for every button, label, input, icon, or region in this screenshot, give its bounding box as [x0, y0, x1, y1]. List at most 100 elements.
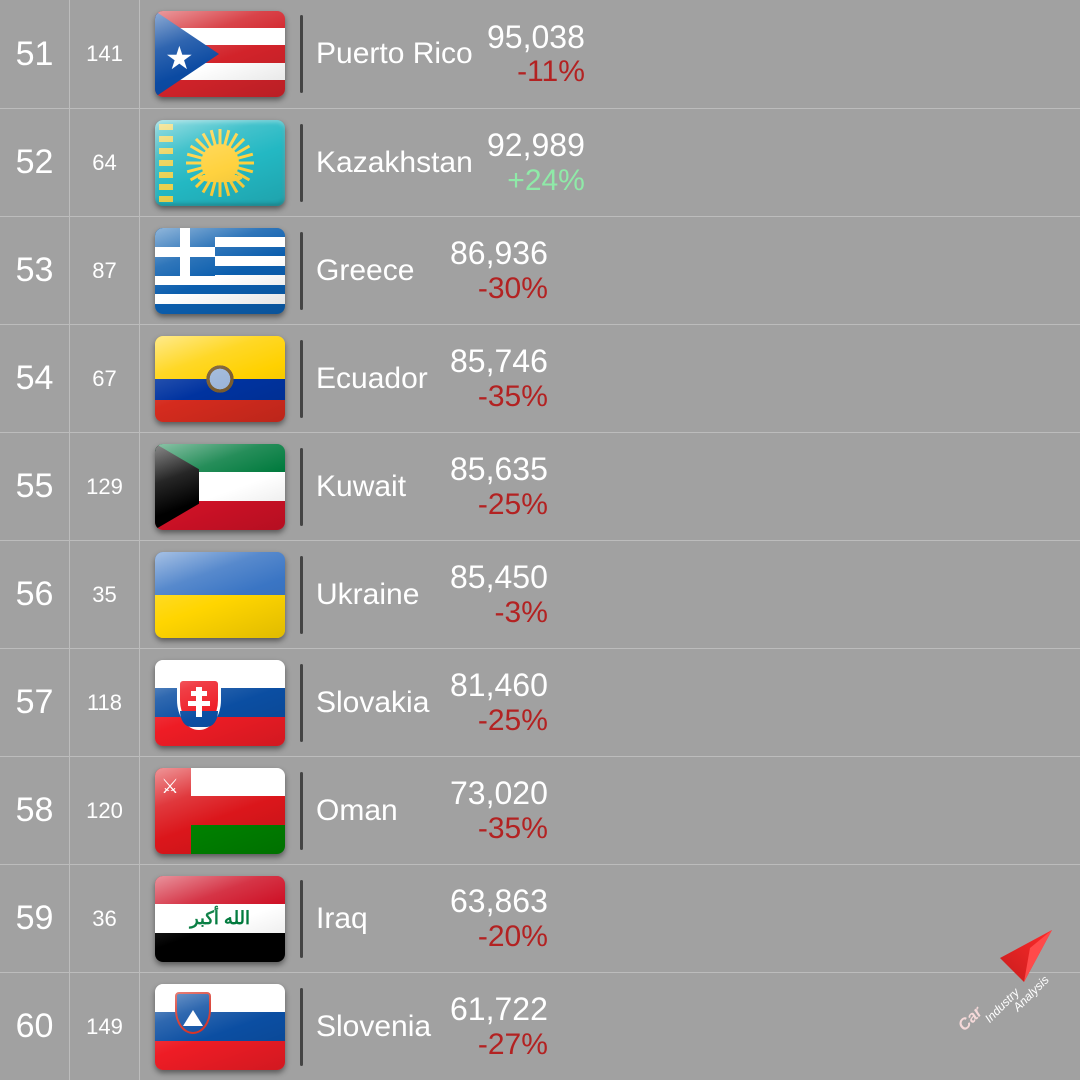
subrank-cell: 120	[70, 757, 140, 864]
rank-cell: 51	[0, 0, 70, 108]
value: 85,635	[450, 452, 548, 487]
data-cell: Kazakhstan 92,989 +24%	[306, 109, 1080, 216]
change: +24%	[507, 164, 585, 197]
subrank-cell: 129	[70, 433, 140, 540]
flag-icon	[155, 228, 285, 314]
country-name: Ecuador	[316, 362, 444, 396]
country-name: Kuwait	[316, 470, 444, 504]
subrank-cell: 141	[70, 0, 140, 108]
value: 95,038	[487, 20, 585, 55]
flag-cell: ⚔	[140, 757, 300, 864]
flag-icon	[155, 120, 285, 206]
change: -30%	[478, 272, 548, 305]
flag-icon: الله أكبر	[155, 876, 285, 962]
change: -35%	[478, 812, 548, 845]
rank-cell: 58	[0, 757, 70, 864]
subrank-cell: 149	[70, 973, 140, 1080]
flag-cell	[140, 649, 300, 756]
value: 85,450	[450, 560, 548, 595]
stats: 86,936 -30%	[450, 236, 548, 304]
change: -11%	[517, 55, 585, 88]
value: 92,989	[487, 128, 585, 163]
rank-cell: 52	[0, 109, 70, 216]
country-name: Slovenia	[316, 1010, 444, 1044]
flag-cell	[140, 973, 300, 1080]
data-cell: Ukraine 85,450 -3%	[306, 541, 1080, 648]
stats: 95,038 -11%	[487, 20, 585, 88]
table-row: 51 141 ★ Puerto Rico 95,038 -11%	[0, 0, 1080, 108]
country-name: Oman	[316, 794, 444, 828]
data-cell: Greece 86,936 -30%	[306, 217, 1080, 324]
table-row: 56 35 Ukraine 85,450 -3%	[0, 540, 1080, 648]
change: -35%	[478, 380, 548, 413]
flag-icon: ⚔	[155, 768, 285, 854]
stats: 85,450 -3%	[450, 560, 548, 628]
flag-cell	[140, 217, 300, 324]
subrank-cell: 87	[70, 217, 140, 324]
table-row: 58 120 ⚔ Oman 73,020 -35%	[0, 756, 1080, 864]
country-name: Kazakhstan	[316, 146, 481, 180]
flag-cell: ★	[140, 0, 300, 108]
value: 86,936	[450, 236, 548, 271]
flag-cell	[140, 541, 300, 648]
flag-icon	[155, 444, 285, 530]
table-row: 60 149 Slovenia 61,722 -27%	[0, 972, 1080, 1080]
table-row: 59 36 الله أكبر Iraq 63,863 -20%	[0, 864, 1080, 972]
flag-cell: الله أكبر	[140, 865, 300, 972]
country-name: Iraq	[316, 902, 444, 936]
stats: 81,460 -25%	[450, 668, 548, 736]
stats: 73,020 -35%	[450, 776, 548, 844]
data-cell: Slovakia 81,460 -25%	[306, 649, 1080, 756]
table-row: 52 64 Kazakhstan 92,989 +24%	[0, 108, 1080, 216]
country-name: Ukraine	[316, 578, 444, 612]
data-cell: Puerto Rico 95,038 -11%	[306, 0, 1080, 108]
ranking-table: 51 141 ★ Puerto Rico 95,038 -11% 52 64 K…	[0, 0, 1080, 1080]
change: -20%	[478, 920, 548, 953]
change: -25%	[478, 488, 548, 521]
table-row: 53 87 Greece 86,936 -30%	[0, 216, 1080, 324]
subrank-cell: 64	[70, 109, 140, 216]
subrank-cell: 67	[70, 325, 140, 432]
brand-logo: Car Industry Analysis	[934, 928, 1054, 1048]
change: -3%	[495, 596, 548, 629]
flag-cell	[140, 433, 300, 540]
flag-cell	[140, 109, 300, 216]
rank-cell: 60	[0, 973, 70, 1080]
svg-text:Car: Car	[955, 1003, 986, 1034]
subrank-cell: 118	[70, 649, 140, 756]
data-cell: Kuwait 85,635 -25%	[306, 433, 1080, 540]
rank-cell: 55	[0, 433, 70, 540]
flag-cell	[140, 325, 300, 432]
value: 61,722	[450, 992, 548, 1027]
flag-icon	[155, 660, 285, 746]
table-row: 57 118 Slovakia 81,460 -25%	[0, 648, 1080, 756]
table-row: 55 129 Kuwait 85,635 -25%	[0, 432, 1080, 540]
country-name: Slovakia	[316, 686, 444, 720]
rank-cell: 54	[0, 325, 70, 432]
change: -27%	[478, 1028, 548, 1061]
country-name: Greece	[316, 254, 444, 288]
rank-cell: 53	[0, 217, 70, 324]
subrank-cell: 36	[70, 865, 140, 972]
stats: 85,635 -25%	[450, 452, 548, 520]
rank-cell: 57	[0, 649, 70, 756]
subrank-cell: 35	[70, 541, 140, 648]
flag-icon	[155, 336, 285, 422]
rank-cell: 56	[0, 541, 70, 648]
data-cell: Oman 73,020 -35%	[306, 757, 1080, 864]
data-cell: Ecuador 85,746 -35%	[306, 325, 1080, 432]
rank-cell: 59	[0, 865, 70, 972]
stats: 85,746 -35%	[450, 344, 548, 412]
flag-icon	[155, 552, 285, 638]
stats: 61,722 -27%	[450, 992, 548, 1060]
stats: 63,863 -20%	[450, 884, 548, 952]
stats: 92,989 +24%	[487, 128, 585, 196]
value: 81,460	[450, 668, 548, 703]
change: -25%	[478, 704, 548, 737]
table-row: 54 67 Ecuador 85,746 -35%	[0, 324, 1080, 432]
country-name: Puerto Rico	[316, 37, 481, 71]
flag-icon	[155, 984, 285, 1070]
value: 73,020	[450, 776, 548, 811]
flag-icon: ★	[155, 11, 285, 97]
value: 63,863	[450, 884, 548, 919]
